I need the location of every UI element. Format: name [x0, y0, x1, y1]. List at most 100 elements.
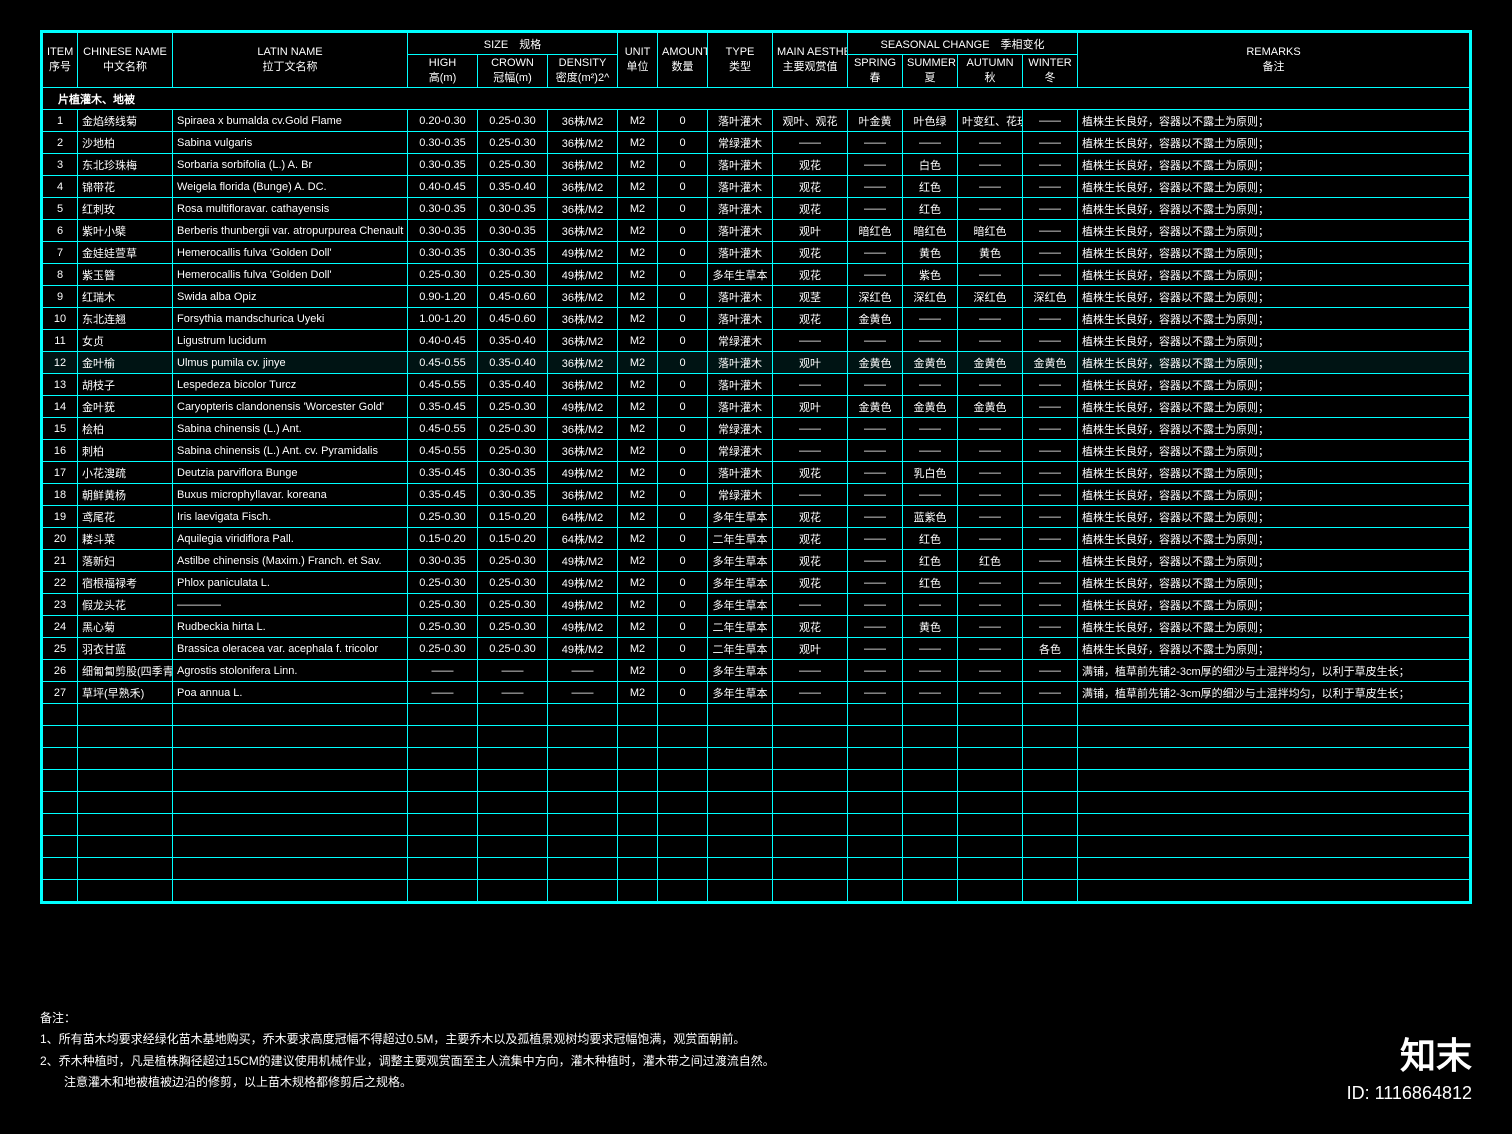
cell-wi: ——	[1023, 462, 1078, 484]
cell-n: 4	[43, 176, 78, 198]
empty-row	[43, 704, 1470, 726]
empty-cell	[773, 704, 848, 726]
empty-cell	[1078, 836, 1470, 858]
cell-n: 18	[43, 484, 78, 506]
cell-la: Hemerocallis fulva 'Golden Doll'	[173, 242, 408, 264]
empty-cell	[773, 748, 848, 770]
cell-wi: ——	[1023, 440, 1078, 462]
cell-n: 17	[43, 462, 78, 484]
cell-au: ——	[958, 462, 1023, 484]
empty-cell	[658, 880, 708, 902]
empty-cell	[78, 858, 173, 880]
empty-cell	[43, 880, 78, 902]
cell-n: 3	[43, 154, 78, 176]
cell-cn: 桧柏	[78, 418, 173, 440]
cell-d: ——	[548, 660, 618, 682]
empty-cell	[958, 836, 1023, 858]
cell-h: 0.40-0.45	[408, 330, 478, 352]
cell-r: 植株生长良好，容器以不露土为原则；	[1078, 396, 1470, 418]
cell-n: 23	[43, 594, 78, 616]
table-row: 8紫玉簪Hemerocallis fulva 'Golden Doll'0.25…	[43, 264, 1470, 286]
table-row: 23假龙头花————0.25-0.300.25-0.3049株/M2M20多年生…	[43, 594, 1470, 616]
empty-row	[43, 726, 1470, 748]
cell-la: ————	[173, 594, 408, 616]
cell-au: ——	[958, 374, 1023, 396]
watermark: 知末 ID: 1116864812	[1347, 1027, 1472, 1104]
empty-cell	[708, 726, 773, 748]
empty-cell	[1078, 770, 1470, 792]
cell-t: 多年生草本	[708, 264, 773, 286]
cell-c: 0.25-0.30	[478, 264, 548, 286]
cell-au: ——	[958, 638, 1023, 660]
empty-cell	[618, 880, 658, 902]
cell-cn: 胡枝子	[78, 374, 173, 396]
cell-u: M2	[618, 572, 658, 594]
table-row: 4锦带花Weigela florida (Bunge) A. DC.0.40-0…	[43, 176, 1470, 198]
cell-su: ——	[903, 638, 958, 660]
cell-sp: ——	[848, 132, 903, 154]
table-row: 7金娃娃萱草Hemerocallis fulva 'Golden Doll'0.…	[43, 242, 1470, 264]
empty-cell	[548, 704, 618, 726]
cell-r: 植株生长良好，容器以不露土为原则；	[1078, 330, 1470, 352]
empty-cell	[903, 770, 958, 792]
cell-t: 落叶灌木	[708, 110, 773, 132]
cell-au: ——	[958, 264, 1023, 286]
empty-cell	[903, 858, 958, 880]
empty-cell	[618, 704, 658, 726]
empty-cell	[548, 726, 618, 748]
empty-cell	[548, 792, 618, 814]
cell-wi: ——	[1023, 572, 1078, 594]
cell-t: 常绿灌木	[708, 418, 773, 440]
cell-t: 二年生草本	[708, 638, 773, 660]
cell-ae: 观叶	[773, 220, 848, 242]
footer-line-3: 注意灌木和地被植被边沿的修剪，以上苗木规格都修剪后之规格。	[40, 1072, 775, 1094]
cell-su: ——	[903, 330, 958, 352]
cell-t: 多年生草本	[708, 594, 773, 616]
table-row: 9红瑞木Swida alba Opiz0.90-1.200.45-0.6036株…	[43, 286, 1470, 308]
cell-u: M2	[618, 506, 658, 528]
empty-cell	[548, 880, 618, 902]
cell-c: 0.25-0.30	[478, 638, 548, 660]
cell-su: ——	[903, 308, 958, 330]
cell-h: 0.35-0.45	[408, 484, 478, 506]
empty-cell	[658, 858, 708, 880]
empty-cell	[43, 836, 78, 858]
cell-wi: ——	[1023, 528, 1078, 550]
cell-au: 金黄色	[958, 352, 1023, 374]
cell-u: M2	[618, 418, 658, 440]
empty-cell	[618, 814, 658, 836]
cell-au: ——	[958, 484, 1023, 506]
cell-ae: 观花	[773, 198, 848, 220]
cell-cn: 鸢尾花	[78, 506, 173, 528]
cell-cn: 朝鲜黄杨	[78, 484, 173, 506]
cell-la: Deutzia parviflora Bunge	[173, 462, 408, 484]
cell-r: 植株生长良好，容器以不露土为原则；	[1078, 242, 1470, 264]
empty-cell	[478, 836, 548, 858]
cell-t: 落叶灌木	[708, 198, 773, 220]
cell-u: M2	[618, 594, 658, 616]
cell-r: 植株生长良好，容器以不露土为原则；	[1078, 638, 1470, 660]
cell-sp: 深红色	[848, 286, 903, 308]
cell-sp: 金黄色	[848, 352, 903, 374]
cell-n: 8	[43, 264, 78, 286]
empty-cell	[43, 858, 78, 880]
cell-c: 0.30-0.35	[478, 198, 548, 220]
cell-n: 26	[43, 660, 78, 682]
cell-t: 多年生草本	[708, 660, 773, 682]
col-chinese: CHINESE NAME中文名称	[78, 33, 173, 88]
cell-ae: ——	[773, 594, 848, 616]
cell-sp: ——	[848, 616, 903, 638]
cell-cn: 金叶榆	[78, 352, 173, 374]
footer-line-2: 2、乔木种植时，凡是植株胸径超过15CM的建议使用机械作业，调整主要观赏面至主人…	[40, 1051, 775, 1073]
cell-r: 植株生长良好，容器以不露土为原则；	[1078, 572, 1470, 594]
watermark-brand: 知末	[1347, 1027, 1472, 1079]
cell-ae: 观茎	[773, 286, 848, 308]
cell-su: ——	[903, 374, 958, 396]
table-row: 22宿根福禄考Phlox paniculata L.0.25-0.300.25-…	[43, 572, 1470, 594]
cell-cn: 宿根福禄考	[78, 572, 173, 594]
cell-r: 植株生长良好，容器以不露土为原则；	[1078, 374, 1470, 396]
cell-cn: 女贞	[78, 330, 173, 352]
cell-d: 49株/M2	[548, 616, 618, 638]
cell-a: 0	[658, 638, 708, 660]
cell-d: 49株/M2	[548, 594, 618, 616]
